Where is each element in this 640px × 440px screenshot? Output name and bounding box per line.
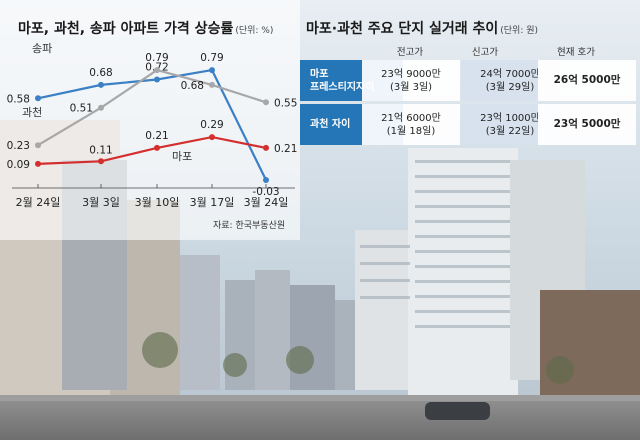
data-label: 0.58 (7, 93, 30, 105)
cell-date: (3월 3일) (389, 81, 433, 93)
data-label: 0.23 (7, 140, 30, 152)
data-point (154, 144, 160, 151)
data-label: 0.21 (274, 143, 297, 155)
data-point (35, 95, 41, 102)
header-new-high: 신고가 (471, 47, 499, 58)
data-label: 0.51 (70, 103, 93, 115)
series-name-label: 송파 (32, 42, 52, 55)
table-title-text: 마포·과천 주요 단지 실거래 추이 (306, 21, 499, 37)
data-point (154, 67, 160, 74)
series-name-label: 마포 (172, 150, 192, 163)
data-point (263, 177, 269, 183)
data-label: 0.79 (200, 52, 223, 64)
cell-gwacheon-prev: 21억 6000만 (1월 18일) (362, 104, 460, 145)
series-name-label: 과천 (22, 105, 42, 119)
row-label-line1: 과천 자이 (310, 119, 351, 130)
data-label: 0.29 (200, 119, 223, 131)
data-label: -0.03 (252, 186, 279, 198)
chart-unit: (단위: %) (235, 26, 274, 36)
data-label: 0.55 (274, 97, 297, 109)
chart-title: 마포, 과천, 송파 아파트 가격 상승률 (단위: %) (18, 18, 273, 38)
x-tick-label: 2월 24일 (16, 195, 61, 209)
cell-price: 23억 5000만 (553, 118, 621, 130)
data-point (209, 67, 215, 74)
chart-source: 자료: 한국부동산원 (213, 221, 286, 231)
data-point (98, 158, 104, 165)
cell-date: (3월 22일) (485, 125, 535, 137)
cell-price: 23억 9000만 (381, 68, 441, 80)
row-label-line1: 마포 (310, 68, 329, 80)
cell-gwacheon-current: 23억 5000만 (538, 104, 636, 145)
data-point (35, 160, 41, 167)
table-title: 마포·과천 주요 단지 실거래 추이 (단위: 원) (306, 18, 538, 38)
cell-mapo-prev: 23억 9000만 (3월 3일) (362, 60, 460, 101)
x-tick-label: 3월 10일 (135, 195, 180, 209)
data-point (154, 76, 160, 83)
x-tick-label: 3월 24일 (244, 195, 289, 209)
table-unit: (단위: 원) (500, 26, 539, 36)
cell-price: 26억 5000만 (553, 74, 621, 86)
cell-mapo-current: 26억 5000만 (538, 60, 636, 101)
data-label: 0.68 (89, 67, 112, 79)
header-current-ask: 현재 호가 (557, 47, 595, 58)
data-label: 0.09 (7, 159, 30, 171)
data-point (98, 104, 104, 111)
x-tick-label: 3월 3일 (82, 195, 120, 209)
data-point (209, 134, 215, 141)
cell-date: (3월 29일) (485, 81, 535, 93)
data-point (263, 99, 269, 106)
x-tick-label: 3월 17일 (190, 195, 235, 209)
price-change-line-chart: 2월 24일 3월 3일 3월 10일 3월 17일 3월 24일 0.58 0.68 0.7… (7, 42, 298, 209)
row-label-line2: 프레스티지자이 (310, 81, 375, 93)
data-point (35, 142, 41, 149)
data-label: 0.21 (145, 130, 168, 142)
data-point (209, 81, 215, 88)
cell-price: 21억 6000만 (381, 112, 441, 124)
header-prev-high: 전고가 (396, 47, 424, 58)
data-label: 0.11 (89, 144, 112, 156)
cell-price: 23억 1000만 (480, 112, 540, 124)
data-point (98, 81, 104, 88)
cell-price: 24억 7000만 (480, 68, 540, 80)
data-point (263, 144, 269, 151)
chart-title-text: 마포, 과천, 송파 아파트 가격 상승률 (18, 21, 234, 37)
data-label: 0.68 (181, 80, 204, 92)
cell-date: (1월 18일) (386, 125, 436, 137)
data-label: 0.79 (145, 52, 168, 64)
